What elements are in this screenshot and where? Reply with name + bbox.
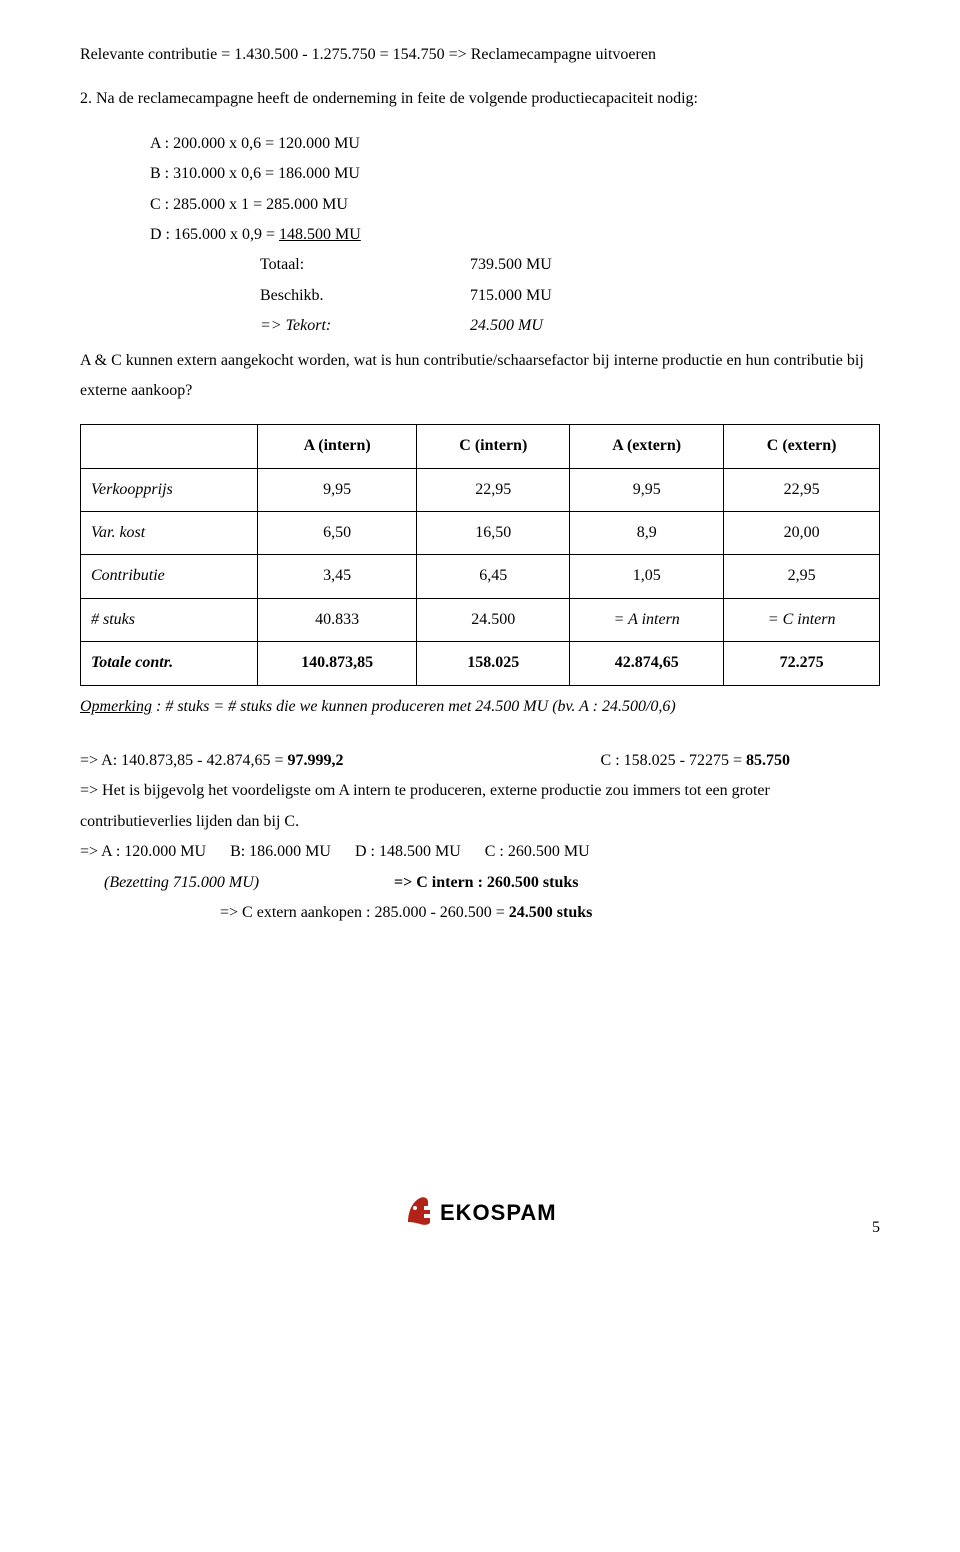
q2-question-text: A & C kunnen extern aangekocht worden, w…	[80, 346, 880, 407]
opmerking-label: Opmerking	[80, 698, 152, 715]
capacity-d-pre: D : 165.000 x 0,9 =	[150, 226, 279, 243]
concl-c-intern-pre: => C intern :	[394, 874, 487, 891]
concl-extern-pre: => C extern aankopen : 285.000 - 260.500…	[220, 904, 509, 921]
q2-lead-text: 2. Na de reclamecampagne heeft de ondern…	[80, 84, 880, 114]
tekort-label: => Tekort:	[260, 311, 470, 341]
table-header: C (intern)	[417, 425, 570, 468]
concl-extern-bold: 24.500 stuks	[509, 904, 593, 921]
table-cell: 158.025	[417, 642, 570, 685]
table-cell: 20,00	[724, 512, 880, 555]
concl-c-bold: 85.750	[746, 752, 790, 769]
table-cell: 6,45	[417, 555, 570, 598]
concl-line3: => A : 120.000 MU B: 186.000 MU D : 148.…	[80, 837, 880, 867]
table-cell: 3,45	[257, 555, 417, 598]
table-row-label: Totale contr.	[81, 642, 258, 685]
table-cell: 40.833	[257, 598, 417, 641]
beschikb-label: Beschikb.	[260, 281, 470, 311]
capacity-a: A : 200.000 x 0,6 = 120.000 MU	[150, 129, 880, 159]
table-cell: 9,95	[570, 468, 724, 511]
conclusion-block: => A: 140.873,85 - 42.874,65 = 97.999,2 …	[80, 746, 880, 928]
beschikb-value: 715.000 MU	[470, 281, 552, 311]
table-cell: 8,9	[570, 512, 724, 555]
ekospam-logo-icon: EKOSPAM	[400, 1188, 560, 1232]
table-row-label: Var. kost	[81, 512, 258, 555]
table-row: Totale contr.140.873,85158.02542.874,657…	[81, 642, 880, 685]
table-row: Verkoopprijs9,9522,959,9522,95	[81, 468, 880, 511]
table-cell: = A intern	[570, 598, 724, 641]
table-row-label: Contributie	[81, 555, 258, 598]
concl-bezetting: (Bezetting 715.000 MU)	[104, 868, 394, 898]
table-cell: = C intern	[724, 598, 880, 641]
table-row: Var. kost6,5016,508,920,00	[81, 512, 880, 555]
concl-a-bold: 97.999,2	[288, 752, 344, 769]
table-cell: 22,95	[417, 468, 570, 511]
capacity-c: C : 285.000 x 1 = 285.000 MU	[150, 190, 880, 220]
table-header: C (extern)	[724, 425, 880, 468]
table-cell: 22,95	[724, 468, 880, 511]
page-footer: EKOSPAM 5	[80, 1188, 880, 1243]
table-cell: 9,95	[257, 468, 417, 511]
relevante-contributie-line: Relevante contributie = 1.430.500 - 1.27…	[80, 40, 880, 70]
table-row: # stuks40.83324.500= A intern= C intern	[81, 598, 880, 641]
concl-line4: (Bezetting 715.000 MU) => C intern : 260…	[80, 868, 880, 898]
totaal-value: 739.500 MU	[470, 250, 552, 280]
page-number: 5	[840, 1213, 880, 1243]
concl-line2: => Het is bijgevolg het voordeligste om …	[80, 776, 880, 837]
table-header-empty	[81, 425, 258, 468]
capacity-d-value: 148.500 MU	[279, 226, 361, 243]
capacity-b: B : 310.000 x 0,6 = 186.000 MU	[150, 159, 880, 189]
table-row-label: # stuks	[81, 598, 258, 641]
table-cell: 72.275	[724, 642, 880, 685]
concl-c-intern-val: 260.500 stuks	[487, 874, 579, 891]
concl-c-pre: C : 158.025 - 72275 =	[601, 752, 746, 769]
opmerking-line: Opmerking : # stuks = # stuks die we kun…	[80, 692, 880, 722]
totaal-label: Totaal:	[260, 250, 470, 280]
table-cell: 6,50	[257, 512, 417, 555]
capacity-block: A : 200.000 x 0,6 = 120.000 MU B : 310.0…	[150, 129, 880, 251]
table-header-row: A (intern) C (intern) A (extern) C (exte…	[81, 425, 880, 468]
table-header: A (intern)	[257, 425, 417, 468]
tekort-value: 24.500 MU	[470, 311, 543, 341]
table-cell: 2,95	[724, 555, 880, 598]
table-cell: 24.500	[417, 598, 570, 641]
table-cell: 16,50	[417, 512, 570, 555]
table-row-label: Verkoopprijs	[81, 468, 258, 511]
logo-text: EKOSPAM	[440, 1200, 557, 1225]
concl-line5: => C extern aankopen : 285.000 - 260.500…	[220, 898, 880, 928]
contribution-table: A (intern) C (intern) A (extern) C (exte…	[80, 424, 880, 685]
table-cell: 1,05	[570, 555, 724, 598]
concl-line1: => A: 140.873,85 - 42.874,65 = 97.999,2 …	[80, 746, 880, 776]
table-cell: 42.874,65	[570, 642, 724, 685]
capacity-totals: Totaal: 739.500 MU Beschikb. 715.000 MU …	[260, 250, 880, 341]
concl-a-pre: => A: 140.873,85 - 42.874,65 =	[80, 752, 288, 769]
footer-logo: EKOSPAM	[120, 1188, 840, 1243]
capacity-d: D : 165.000 x 0,9 = 148.500 MU	[150, 220, 880, 250]
table-header: A (extern)	[570, 425, 724, 468]
opmerking-text: : # stuks = # stuks die we kunnen produc…	[152, 698, 676, 715]
table-cell: 140.873,85	[257, 642, 417, 685]
table-row: Contributie3,456,451,052,95	[81, 555, 880, 598]
